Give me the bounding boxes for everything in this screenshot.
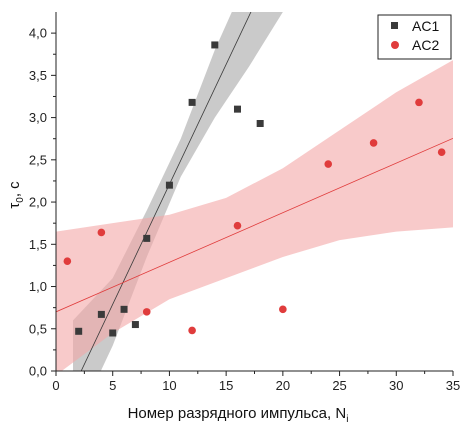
y-tick-label: 1,0: [29, 279, 47, 294]
legend: AC1 AC2: [377, 14, 452, 60]
x-tick-label: 25: [332, 378, 346, 393]
fit-lines: [56, 12, 453, 371]
data-point-ac1: [131, 321, 139, 329]
data-points: [63, 41, 446, 337]
y-tick-label: 2,0: [29, 195, 47, 210]
confidence-bands: [56, 12, 453, 371]
confidence-band-ac2: [56, 60, 453, 371]
y-tick-label: 4,0: [29, 26, 47, 41]
data-point-ac2: [142, 308, 151, 316]
data-point-ac1: [188, 98, 196, 106]
data-point-ac1: [233, 105, 241, 113]
y-tick-label: 2,5: [29, 152, 47, 167]
y-tick-label: 1,5: [29, 237, 47, 252]
data-point-ac1: [109, 329, 117, 337]
data-point-ac1: [75, 327, 83, 335]
legend-marker-ac1: [391, 22, 398, 29]
x-tick-label: 0: [52, 378, 59, 393]
data-point-ac2: [415, 98, 423, 107]
y-tick-label: 0,5: [29, 321, 47, 336]
x-tick-label: 35: [446, 378, 460, 393]
legend-label-ac1: AC1: [412, 18, 439, 34]
legend-label-ac2: AC2: [412, 37, 439, 53]
x-axis-label: Номер разрядного импульса, Ni: [128, 405, 349, 425]
y-tick-label: 3,5: [29, 68, 47, 83]
ticks: 0 5 10 15 20 25 30 35 0,0 0,5 1,0 1,5 2,0 2,5 3,0 3,5 4,…: [29, 26, 460, 393]
x-tick-label: 15: [219, 378, 233, 393]
data-point-ac2: [437, 148, 446, 157]
fit-line-ac2: [56, 137, 453, 313]
data-point-ac2: [97, 228, 106, 237]
data-point-ac2: [188, 326, 196, 335]
data-point-ac1: [97, 310, 105, 318]
y-tick-label: 3,0: [29, 110, 47, 125]
legend-box: [377, 14, 452, 60]
y-axis-label: τ0, c: [6, 181, 26, 209]
x-tick-label: 5: [109, 378, 116, 393]
data-point-ac1: [120, 305, 128, 313]
data-point-ac2: [369, 139, 378, 147]
data-point-ac2: [279, 305, 287, 314]
x-tick-label: 10: [162, 378, 176, 393]
x-tick-label: 20: [276, 378, 290, 393]
legend-marker-ac2: [391, 41, 399, 49]
data-point-ac1: [165, 181, 173, 189]
data-point-ac2: [324, 160, 333, 168]
data-point-ac2: [233, 221, 242, 230]
fit-line-ac1: [80, 12, 252, 371]
data-point-ac1: [211, 41, 219, 49]
data-point-ac1: [143, 234, 151, 242]
y-tick-label: 0,0: [29, 364, 47, 379]
x-tick-label: 30: [389, 378, 403, 393]
data-point-ac2: [63, 257, 72, 265]
data-point-ac1: [256, 120, 264, 128]
